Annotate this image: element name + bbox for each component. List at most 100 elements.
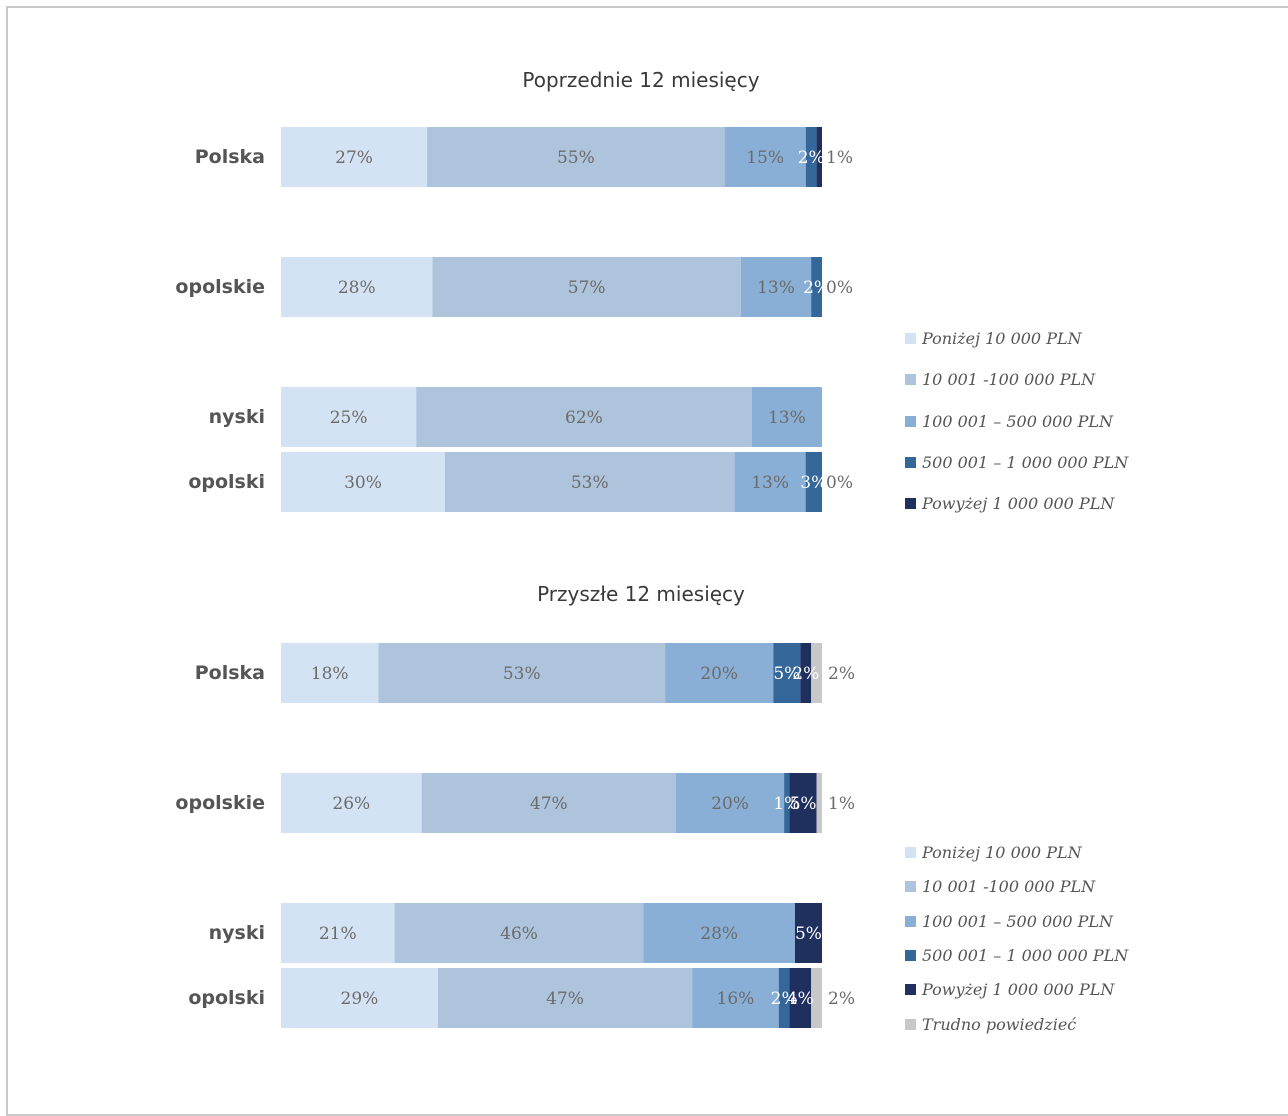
chart1-data-label-Polska-1: 55%: [557, 148, 595, 168]
chart1-data-label-opolski-1: 53%: [571, 473, 609, 493]
bars-layer: 27% 55% 15% 2% 1%28% 57% 13% 2%0%25% 62% 13%30% 53…: [281, 127, 855, 1028]
chart1-legend-label-0: Poniżej 10 000 PLN: [921, 329, 1083, 348]
chart1-legend-swatch-0: [905, 333, 916, 344]
chart2-legend-label-2: 100 001 – 500 000 PLN: [922, 912, 1114, 931]
chart2-data-label-nyski-0: 21%: [319, 924, 357, 944]
chart2-bar-Polska-2: [665, 643, 774, 703]
chart2-data-label-Polska-0: 18%: [311, 664, 349, 684]
chart1-bar-opolski-1: [444, 452, 735, 512]
chart2-data-label-opolski-1: 47%: [546, 989, 584, 1009]
chart2-data-label-nyski-1: 46%: [500, 924, 538, 944]
chart1-data-label-opolskie-3: 2%: [803, 278, 830, 298]
chart1-bar-Polska-0: [281, 127, 428, 187]
chart1-legend-label-3: 500 001 – 1 000 000 PLN: [922, 453, 1129, 472]
chart2-legend: Poniżej 10 000 PLN 10 001 -100 000 PLN 1…: [905, 843, 1129, 1034]
chart1-legend: Poniżej 10 000 PLN 10 001 -100 000 PLN 1…: [905, 329, 1129, 513]
chart2-legend-label-1: 10 001 -100 000 PLN: [922, 877, 1096, 896]
chart2-bar-Polska-5: [811, 643, 822, 703]
chart1-title: Poprzednie 12 miesięcy: [522, 68, 759, 92]
chart2-data-label-opolski-3: 2%: [771, 989, 798, 1009]
chart1-legend-swatch-2: [905, 416, 916, 427]
chart1-data-label-nyski-0: 25%: [330, 408, 368, 428]
chart2-data-label-nyski-4: 5%: [795, 924, 822, 944]
chart2-bar-opolskie-2: [675, 773, 785, 833]
chart1-legend-label-4: Powyżej 1 000 000 PLN: [921, 494, 1115, 513]
chart2-data-label-opolskie-0: 26%: [332, 794, 370, 814]
chart2-bar-opolski-4: [789, 968, 812, 1028]
chart1-legend-swatch-4: [905, 498, 916, 509]
chart1-data-label-Polska-4: 1%: [826, 148, 853, 168]
chart1-bar-nyski-0: [281, 387, 417, 447]
chart2-bar-opolski-3: [778, 968, 790, 1028]
chart2-bar-opolskie-0: [281, 773, 422, 833]
chart2-title: Przyszłe 12 miesięcy: [537, 582, 745, 606]
chart1-legend-swatch-3: [905, 457, 916, 468]
chart2-bar-opolski-0: [281, 968, 438, 1028]
chart1-data-label-opolskie-0: 28%: [338, 278, 376, 298]
chart1-data-label-opolski-0: 30%: [344, 473, 382, 493]
chart2-legend-label-5: Trudno powiedzieć: [922, 1015, 1076, 1034]
chart2-legend-swatch-1: [905, 881, 916, 892]
chart2-legend-swatch-3: [905, 950, 916, 961]
chart1-data-label-Polska-0: 27%: [335, 148, 373, 168]
chart2-bar-opolski-5: [811, 968, 822, 1028]
chart1-category-opolski: opolski: [188, 471, 265, 493]
chart2-legend-label-3: 500 001 – 1 000 000 PLN: [922, 946, 1129, 965]
chart1-data-label-Polska-3: 2%: [798, 148, 825, 168]
chart2-data-label-Polska-2: 20%: [700, 664, 738, 684]
chart1-bar-Polska-4: [816, 127, 822, 187]
chart2-bar-Polska-1: [378, 643, 666, 703]
chart2-legend-swatch-4: [905, 984, 916, 995]
chart2-data-label-opolski-0: 29%: [341, 989, 379, 1009]
chart2-data-label-opolskie-5: 1%: [828, 794, 855, 814]
chart1-data-label-opolskie-1: 57%: [568, 278, 606, 298]
chart2-category-opolski: opolski: [188, 987, 265, 1009]
chart2-category-opolskie: opolskie: [175, 792, 265, 814]
chart1-bar-Polska-1: [427, 127, 725, 187]
chart2-legend-swatch-2: [905, 916, 916, 927]
chart1-data-label-nyski-2: 13%: [768, 408, 806, 428]
chart2-data-label-opolski-2: 16%: [717, 989, 755, 1009]
chart2-data-label-opolski-5: 2%: [828, 989, 855, 1009]
chart1-bar-opolski-3: [805, 452, 822, 512]
chart1-bar-Polska-2: [724, 127, 806, 187]
chart2-data-label-Polska-3: 5%: [773, 664, 800, 684]
chart2-data-label-nyski-2: 28%: [700, 924, 738, 944]
chart2-bar-Polska-4: [800, 643, 812, 703]
chart1-bar-opolski-0: [281, 452, 445, 512]
chart2-bar-Polska-3: [773, 643, 801, 703]
chart2-bar-opolskie-1: [421, 773, 676, 833]
chart2-bar-opolski-2: [692, 968, 779, 1028]
chart1-legend-label-2: 100 001 – 500 000 PLN: [922, 412, 1114, 431]
chart2-bar-nyski-1: [394, 903, 644, 963]
chart1-bar-opolskie-2: [740, 257, 812, 317]
chart1-category-nyski: nyski: [209, 406, 265, 428]
chart1-data-label-opolski-2: 13%: [751, 473, 789, 493]
chart2-bar-nyski-4: [794, 903, 822, 963]
chart1-bar-opolskie-3: [811, 257, 822, 317]
chart2-bar-opolskie-5: [816, 773, 822, 833]
chart1-bar-nyski-1: [416, 387, 752, 447]
chart2-category-nyski: nyski: [209, 922, 265, 944]
chart1-bar-Polska-3: [805, 127, 817, 187]
chart2-bar-opolskie-3: [784, 773, 790, 833]
chart1-bar-opolski-2: [734, 452, 806, 512]
chart2-legend-label-0: Poniżej 10 000 PLN: [921, 843, 1083, 862]
chart2-data-label-opolski-4: 4%: [787, 989, 814, 1009]
chart2-data-label-Polska-5: 2%: [828, 664, 855, 684]
chart2-data-label-opolskie-1: 47%: [530, 794, 568, 814]
chart1-bar-opolskie-1: [432, 257, 741, 317]
chart1-data-label-nyski-1: 62%: [565, 408, 603, 428]
chart2-data-label-Polska-4: 2%: [792, 664, 819, 684]
chart1-data-label-opolski-3: 3%: [800, 473, 827, 493]
chart1-bar-opolskie-0: [281, 257, 433, 317]
chart2-data-label-Polska-1: 53%: [503, 664, 541, 684]
chart2-bar-Polska-0: [281, 643, 379, 703]
chart1-bar-nyski-2: [751, 387, 822, 447]
chart2-legend-label-4: Powyżej 1 000 000 PLN: [921, 980, 1115, 999]
chart2-legend-swatch-0: [905, 847, 916, 858]
chart2-bar-nyski-0: [281, 903, 395, 963]
chart1-data-label-opolski-4: 0%: [826, 473, 853, 493]
chart1-legend-label-1: 10 001 -100 000 PLN: [922, 370, 1096, 389]
